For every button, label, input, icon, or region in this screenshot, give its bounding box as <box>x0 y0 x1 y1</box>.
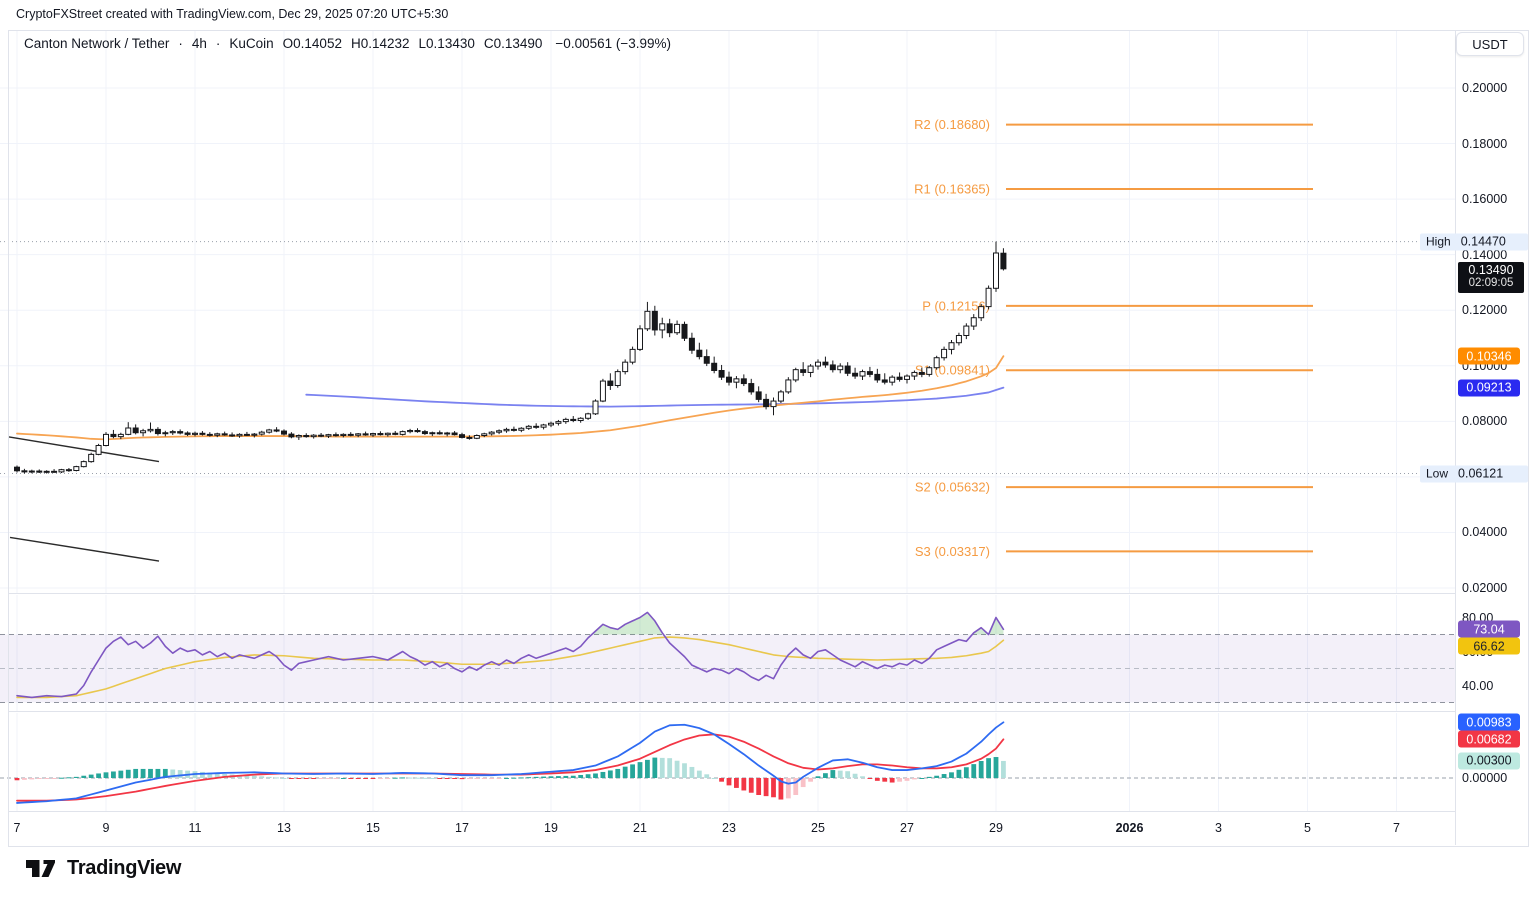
tradingview-logo-text: TradingView <box>67 856 182 879</box>
time-tick-9: 9 <box>102 821 110 835</box>
time-tick-13: 13 <box>277 821 291 835</box>
attribution-text: CryptoFXStreet created with TradingView.… <box>16 7 449 21</box>
attribution-bar: CryptoFXStreet created with TradingView.… <box>0 0 1536 30</box>
macd-value-badge: 0.00983 <box>1458 713 1520 731</box>
pivot-label-s2: S2 (0.05632) <box>915 480 990 495</box>
time-tick-5: 5 <box>1304 821 1311 835</box>
low-value: 0.06121 <box>1458 466 1504 481</box>
low-label: Low <box>1426 466 1449 481</box>
last-price-badge: 0.13490 02:09:05 <box>1458 261 1524 293</box>
separator-dot: · <box>178 36 183 51</box>
price-tick: 0.04000 <box>1462 525 1508 540</box>
time-tick-7: 7 <box>13 821 21 835</box>
pane-separator <box>8 811 1455 812</box>
time-tick-19: 19 <box>544 821 558 835</box>
time-tick-25: 25 <box>811 821 825 835</box>
change-label: −0.00561 (−3.99%) <box>555 36 672 51</box>
pane-separator[interactable] <box>8 711 1455 712</box>
last-price-value: 0.13490 <box>1468 262 1514 277</box>
ohlc-low: L0.13430 <box>418 36 475 51</box>
time-tick-11: 11 <box>188 821 202 835</box>
price-tick: 0.02000 <box>1462 581 1508 595</box>
time-tick-27: 27 <box>900 821 914 835</box>
interval-label: 4h <box>191 36 207 51</box>
rsi-value-badge: 73.04 <box>1458 620 1520 638</box>
time-tick-2026: 2026 <box>1115 821 1144 835</box>
pivot-label-r2: R2 (0.18680) <box>914 117 990 132</box>
ohlc-close: C0.13490 <box>483 36 543 51</box>
time-tick-3: 3 <box>1215 821 1222 835</box>
macd-histogram-badge: 0.00300 <box>1458 752 1520 770</box>
price-tick: 0.14000 <box>1462 247 1508 262</box>
high-price-row: High 0.14470 <box>1420 233 1528 251</box>
price-tick: 0.08000 <box>1462 414 1508 429</box>
ohlc-open: O0.14052 <box>282 36 342 51</box>
price-tick: 0.20000 <box>1462 81 1508 95</box>
bar-countdown: 02:09:05 <box>1468 277 1514 290</box>
separator-dot: · <box>215 36 221 51</box>
pivot-label-r1: R1 (0.16365) <box>914 181 990 196</box>
time-tick-21: 21 <box>633 821 647 835</box>
rsi-ma-value-badge: 66.62 <box>1458 637 1520 655</box>
time-tick-7: 7 <box>1393 821 1400 835</box>
exchange-label: KuCoin <box>229 36 274 51</box>
ma-orange-price-badge: 0.10346 <box>1458 347 1520 365</box>
time-tick-23: 23 <box>722 821 736 835</box>
pivot-label-s1: S1 (0.09841) <box>915 363 990 378</box>
high-value: 0.14470 <box>1460 234 1506 249</box>
price-tick: 0.16000 <box>1462 192 1508 207</box>
symbol-header: Canton Network / Tether · 4h · KuCoin O0… <box>24 36 671 51</box>
symbol-name: Canton Network / Tether <box>24 36 170 51</box>
price-tick: 0.18000 <box>1462 136 1508 151</box>
price-tick: 0.12000 <box>1462 303 1508 318</box>
macd-signal-badge: 0.00682 <box>1458 730 1520 748</box>
pivot-label-s3: S3 (0.03317) <box>915 544 990 559</box>
currency-toggle-button[interactable]: USDT <box>1456 32 1524 56</box>
price-scale[interactable]: USDT High 0.14470 Low 0.06121 0.13490 02… <box>1420 0 1536 897</box>
rsi-tick: 40.00 <box>1462 678 1494 693</box>
time-tick-29: 29 <box>989 821 1003 835</box>
chart-canvas[interactable]: R2 (0.18680) R1 (0.16365) P (0.12156) S1 (0… <box>0 30 1455 845</box>
ohlc-high: H0.14232 <box>350 36 410 51</box>
ma-blue-price-badge: 0.09213 <box>1458 379 1520 397</box>
pane-separator[interactable] <box>8 593 1455 594</box>
price-scale-separator <box>1455 30 1456 845</box>
tradingview-logo[interactable]: TradingView <box>24 855 181 881</box>
time-tick-17: 17 <box>455 821 469 835</box>
pivot-label-p: P (0.12156) <box>922 298 990 313</box>
low-price-row: Low 0.06121 <box>1420 465 1528 483</box>
time-tick-15: 15 <box>366 821 380 835</box>
tradingview-logo-icon <box>26 860 55 877</box>
macd-tick: 0.00000 <box>1462 771 1508 785</box>
high-label: High <box>1426 234 1451 249</box>
time-scale[interactable]: 7 9 11 13 15 17 19 21 23 25 27 29 2026 3 5 7 <box>0 812 1455 845</box>
